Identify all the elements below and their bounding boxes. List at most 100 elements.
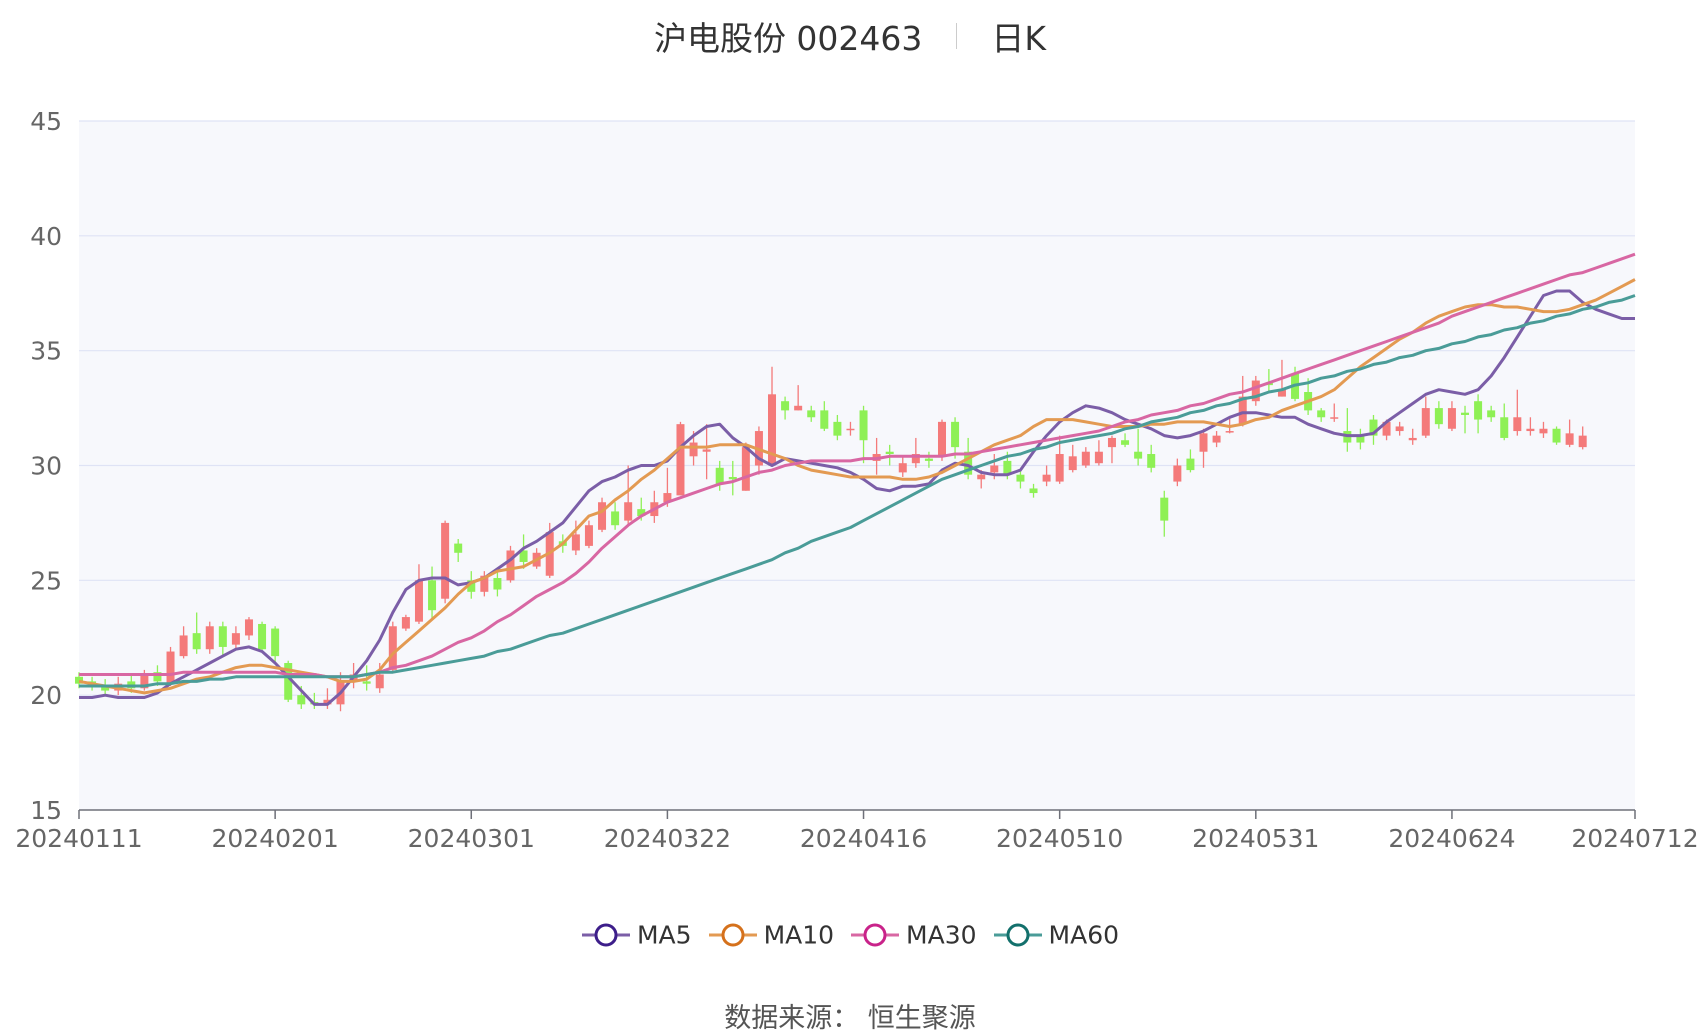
candle-body: [75, 676, 83, 684]
candle-body: [728, 476, 737, 480]
candle-body: [702, 449, 711, 452]
y-tick-label: 15: [30, 796, 62, 825]
candle-body: [493, 578, 502, 590]
candle-body: [1251, 380, 1260, 402]
candle-body: [101, 685, 110, 691]
y-tick-label: 40: [30, 222, 62, 251]
candle-body: [676, 424, 685, 496]
candle-body: [1029, 488, 1038, 494]
candle-body: [1382, 421, 1391, 436]
candle-body: [1277, 389, 1286, 397]
candle-body: [1526, 428, 1535, 432]
candle-body: [205, 626, 214, 650]
candle-body: [807, 410, 816, 418]
y-tick-label: 35: [30, 337, 62, 366]
legend-marker-icon: [581, 923, 630, 946]
candle-body: [951, 421, 960, 448]
candle-body: [1369, 419, 1378, 436]
x-tick-label: 20240111: [15, 824, 142, 853]
candle-body: [624, 502, 633, 521]
candle-body: [1094, 451, 1103, 464]
candle-body: [1016, 474, 1025, 482]
candle-body: [1487, 410, 1496, 418]
x-tick-label: 20240322: [604, 824, 731, 853]
candle-body: [1565, 433, 1574, 445]
candle-body: [414, 580, 423, 622]
candle-body: [1147, 454, 1156, 468]
candle-body: [1330, 417, 1339, 419]
legend-item-ma30[interactable]: MA30: [850, 919, 977, 950]
x-tick-label: 20240301: [408, 824, 535, 853]
candle-body: [1055, 454, 1064, 482]
candle-body: [1447, 408, 1456, 429]
candle-body: [833, 421, 842, 436]
chart-title-period: 日K: [991, 19, 1047, 58]
candle-body: [1068, 456, 1077, 471]
y-tick-label: 25: [30, 566, 62, 595]
candle-body: [715, 467, 724, 484]
candle-body: [480, 575, 489, 592]
candle-body: [1434, 408, 1443, 425]
candle-body: [663, 493, 672, 503]
gridlines: [79, 120, 1635, 696]
candle-body: [571, 534, 580, 551]
candle-body: [1160, 497, 1169, 521]
candle-body: [1421, 408, 1430, 436]
candle-body: [1513, 417, 1522, 432]
candle-body: [1199, 433, 1208, 452]
candle-body: [1474, 401, 1483, 420]
candle-body: [1212, 435, 1221, 443]
candle-body: [231, 633, 240, 645]
candle-body: [924, 458, 933, 461]
candle-body: [990, 465, 999, 473]
candle-body: [977, 474, 986, 480]
candle-body: [1121, 440, 1130, 445]
chart-title-stock: 沪电股份 002463: [653, 19, 923, 58]
candle-body: [1317, 410, 1326, 418]
candle-body: [1042, 474, 1051, 482]
candle-body: [846, 428, 855, 431]
candle-body: [1173, 465, 1182, 482]
candle-body: [964, 451, 973, 475]
candle-body: [375, 674, 384, 689]
candle-body: [218, 626, 227, 647]
legend-label: MA30: [906, 920, 977, 949]
candle-body: [794, 405, 803, 411]
legend-label: MA60: [1048, 920, 1120, 949]
legend-item-ma60[interactable]: MA60: [993, 919, 1119, 950]
candle-body: [781, 401, 790, 411]
candle-body: [885, 451, 894, 455]
legend-item-ma5[interactable]: MA5: [581, 919, 692, 950]
candle-body: [1500, 417, 1509, 438]
source-note: 数据来源： 恒生聚源: [724, 1003, 976, 1034]
candle-body: [467, 580, 476, 592]
candle-body: [401, 617, 410, 629]
candle-body: [1408, 437, 1417, 441]
candle-body: [1186, 458, 1195, 471]
legend: MA5 MA10 MA30 MA60: [0, 918, 1700, 950]
moving-averages: [78, 252, 1636, 706]
chart-title: 沪电股份 002463 日K: [0, 12, 1700, 58]
x-tick-label: 20240510: [996, 824, 1123, 853]
candle-body: [362, 681, 371, 684]
candle-body: [166, 651, 175, 684]
legend-item-ma10[interactable]: MA10: [708, 919, 834, 950]
candle-body: [258, 623, 267, 650]
candle-body: [637, 509, 646, 517]
candle-body: [1107, 437, 1116, 448]
candle-body: [179, 635, 188, 657]
ma-line-ma60: [79, 294, 1636, 688]
candle-body: [192, 633, 201, 650]
title-separator: [956, 23, 958, 49]
x-tick-label: 20240531: [1192, 824, 1319, 853]
candle-body: [820, 410, 829, 429]
candle-body: [140, 674, 149, 689]
candle-body: [584, 525, 593, 546]
candle-body: [153, 672, 162, 682]
candle-body: [1238, 396, 1247, 425]
x-axis: 20240111 20240201 20240301 20240322 20240416…: [15, 809, 1699, 853]
candle-body: [519, 550, 528, 562]
candle-body: [1225, 431, 1234, 433]
legend-label: MA5: [636, 920, 692, 949]
